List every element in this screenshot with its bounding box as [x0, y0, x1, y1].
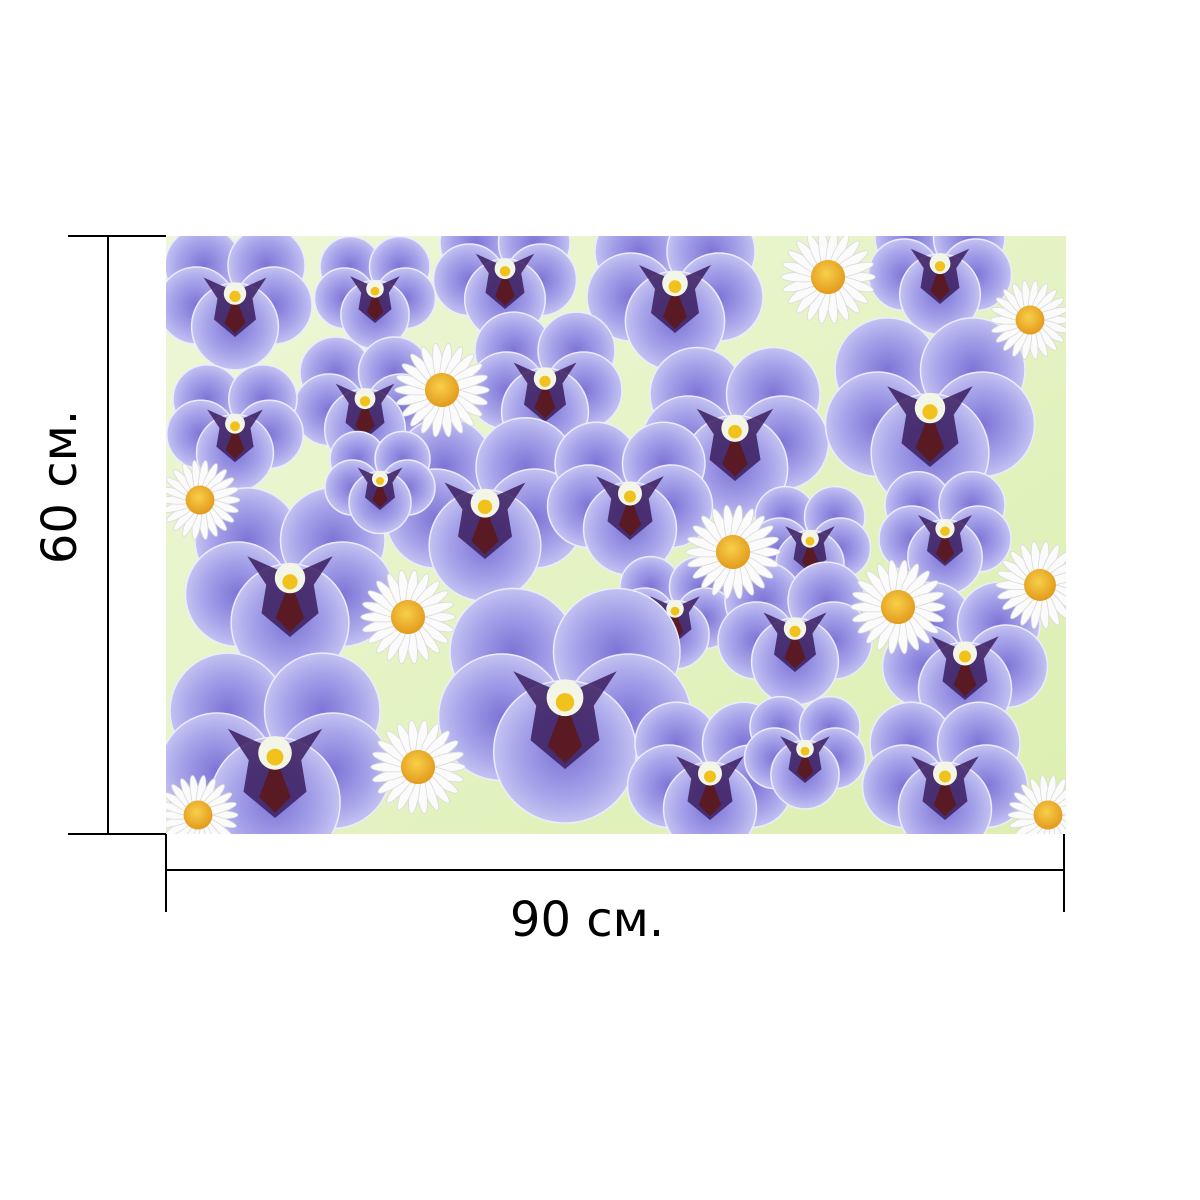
pansy-flower	[867, 236, 1013, 336]
print-canvas	[166, 236, 1066, 834]
daisy-flower	[780, 236, 876, 325]
daisy-flower	[394, 342, 490, 438]
daisy-flower	[1007, 775, 1066, 834]
daisy-flower	[989, 280, 1066, 360]
pansy-flower	[324, 430, 436, 535]
pansy-flower	[626, 701, 794, 834]
daisy-flower	[685, 504, 781, 600]
pansy-flower	[546, 421, 714, 576]
daisy-flower	[360, 569, 456, 665]
height-label: 60 см.	[32, 409, 88, 565]
daisy-flower	[166, 775, 239, 834]
pansy-flower	[437, 587, 693, 824]
pansy-flower	[166, 236, 313, 371]
pansy-flower	[640, 346, 830, 522]
pansy-flower	[717, 561, 873, 706]
pansy-flower	[861, 701, 1029, 834]
pansy-flower	[743, 695, 867, 810]
pansy-flower	[586, 236, 764, 372]
daisy-flower	[995, 540, 1066, 630]
pansy-flower	[824, 317, 1036, 513]
daisy-flower	[370, 719, 466, 815]
pansy-flower	[313, 236, 437, 350]
pansy-flower	[166, 652, 392, 834]
pansy-flower	[878, 471, 1012, 595]
width-label: 90 см.	[509, 892, 665, 948]
pansy-flower	[292, 336, 438, 471]
daisy-flower	[166, 460, 241, 540]
daisy-flower	[850, 559, 946, 655]
